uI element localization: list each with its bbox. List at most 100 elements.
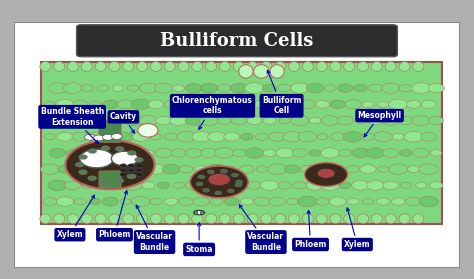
Circle shape — [362, 101, 374, 107]
Ellipse shape — [357, 214, 369, 224]
Circle shape — [226, 166, 237, 172]
Ellipse shape — [81, 62, 92, 71]
Circle shape — [111, 117, 125, 124]
Circle shape — [179, 100, 193, 108]
Circle shape — [263, 117, 276, 124]
Ellipse shape — [385, 214, 396, 224]
Circle shape — [190, 166, 248, 198]
Circle shape — [63, 83, 82, 93]
Circle shape — [120, 173, 127, 177]
Circle shape — [224, 132, 239, 141]
Circle shape — [263, 84, 276, 92]
Circle shape — [429, 117, 444, 124]
Circle shape — [287, 198, 298, 205]
Circle shape — [210, 198, 223, 205]
Circle shape — [66, 150, 79, 157]
Circle shape — [293, 182, 307, 189]
Circle shape — [135, 157, 144, 162]
Circle shape — [345, 100, 361, 109]
Ellipse shape — [164, 214, 175, 224]
Circle shape — [82, 85, 94, 92]
Circle shape — [321, 116, 339, 125]
Circle shape — [79, 155, 88, 160]
Circle shape — [401, 182, 411, 188]
Circle shape — [276, 148, 294, 158]
Circle shape — [102, 197, 118, 206]
Circle shape — [324, 85, 336, 91]
FancyBboxPatch shape — [41, 62, 442, 224]
Circle shape — [346, 165, 359, 173]
Circle shape — [186, 84, 202, 93]
Text: Vascular
Bundle: Vascular Bundle — [239, 205, 284, 252]
Circle shape — [245, 83, 264, 93]
Circle shape — [185, 116, 202, 125]
Circle shape — [79, 170, 87, 175]
Circle shape — [217, 117, 231, 124]
Circle shape — [155, 148, 172, 158]
Circle shape — [93, 135, 104, 141]
FancyBboxPatch shape — [14, 22, 460, 268]
Circle shape — [208, 164, 226, 174]
Circle shape — [81, 149, 95, 157]
Circle shape — [120, 199, 131, 205]
Circle shape — [416, 182, 427, 188]
Circle shape — [208, 132, 226, 142]
Circle shape — [317, 134, 328, 140]
Circle shape — [156, 116, 171, 125]
Circle shape — [245, 148, 264, 158]
Circle shape — [383, 181, 398, 189]
Circle shape — [366, 148, 385, 158]
Circle shape — [136, 173, 143, 177]
Circle shape — [185, 148, 202, 157]
Ellipse shape — [330, 62, 341, 71]
Ellipse shape — [330, 214, 341, 224]
Circle shape — [49, 116, 65, 125]
Circle shape — [111, 151, 138, 166]
Circle shape — [90, 198, 101, 205]
Circle shape — [236, 180, 243, 184]
Circle shape — [146, 164, 165, 174]
Circle shape — [313, 164, 332, 174]
Circle shape — [241, 133, 253, 140]
Circle shape — [164, 198, 178, 205]
Circle shape — [111, 181, 125, 189]
Circle shape — [157, 182, 170, 189]
Ellipse shape — [371, 214, 383, 224]
Ellipse shape — [150, 214, 162, 224]
Circle shape — [40, 164, 59, 174]
Circle shape — [347, 198, 359, 205]
FancyBboxPatch shape — [77, 25, 397, 57]
Circle shape — [255, 100, 270, 109]
Circle shape — [239, 165, 254, 173]
Circle shape — [127, 149, 140, 157]
Circle shape — [201, 83, 218, 93]
Circle shape — [173, 182, 184, 189]
Circle shape — [192, 132, 210, 142]
Circle shape — [298, 131, 317, 142]
Circle shape — [74, 166, 87, 173]
Ellipse shape — [316, 62, 327, 71]
Circle shape — [120, 164, 127, 168]
Circle shape — [278, 84, 292, 92]
Circle shape — [88, 176, 97, 181]
Circle shape — [155, 83, 173, 93]
Ellipse shape — [193, 210, 205, 215]
Circle shape — [201, 148, 218, 158]
Circle shape — [230, 181, 248, 190]
Circle shape — [88, 149, 97, 154]
Circle shape — [330, 133, 345, 141]
Circle shape — [382, 83, 400, 93]
Circle shape — [115, 146, 124, 151]
Circle shape — [73, 100, 87, 108]
Circle shape — [208, 173, 230, 186]
Circle shape — [269, 197, 285, 206]
Circle shape — [180, 165, 193, 173]
Ellipse shape — [413, 62, 424, 71]
Ellipse shape — [67, 62, 79, 71]
Circle shape — [89, 165, 102, 173]
Ellipse shape — [289, 214, 300, 224]
Ellipse shape — [233, 62, 245, 71]
Circle shape — [321, 180, 339, 191]
Circle shape — [132, 132, 149, 141]
Circle shape — [352, 181, 369, 190]
